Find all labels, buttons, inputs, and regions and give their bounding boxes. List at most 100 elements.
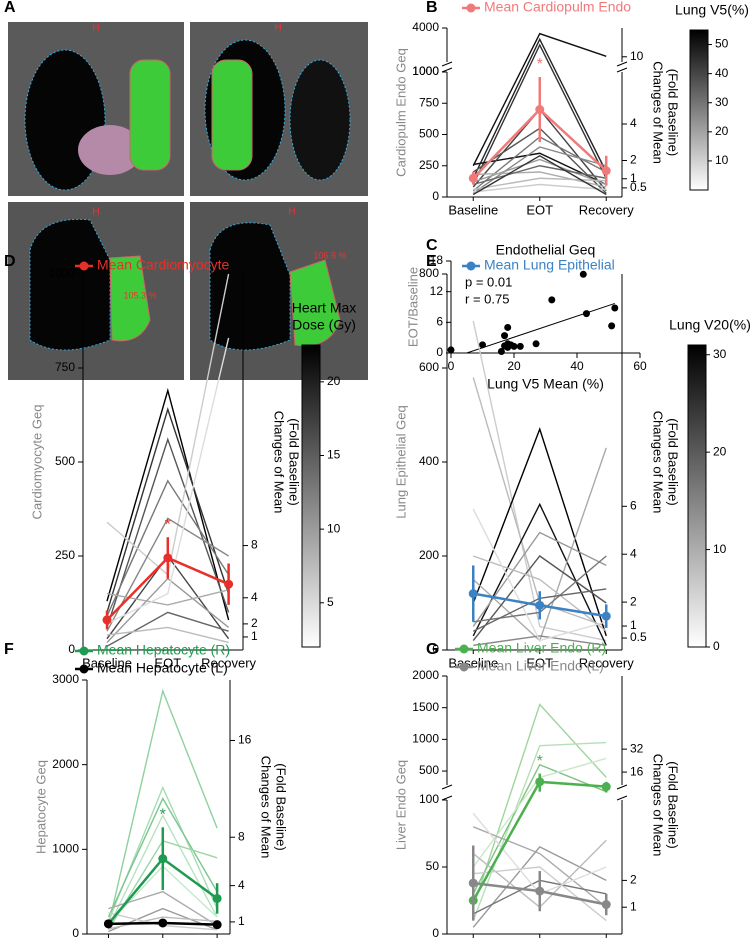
y-tick-label: 250 — [419, 158, 439, 172]
target — [109, 255, 151, 342]
y-tick-label: 12 — [430, 284, 444, 298]
individual-line — [472, 43, 607, 185]
y-tick-label: 1000 — [48, 266, 75, 280]
y-tick-label: 500 — [419, 127, 439, 141]
y-axis-label: Cardiopulm Endo Geq — [393, 48, 408, 177]
y-axis-label: Liver Endo Geq — [393, 760, 408, 850]
colorbar-tick-label: 20 — [715, 124, 729, 138]
y-tick-label: 1000 — [412, 64, 439, 78]
mean-point — [468, 589, 478, 599]
colorbar-tick-label: 10 — [713, 542, 727, 556]
legend-label: Mean Liver Endo (R) — [477, 640, 606, 656]
colorbar-label: Lung V20(%) — [669, 317, 750, 333]
y-tick-label: 400 — [419, 454, 439, 468]
individual-line — [106, 626, 229, 644]
axis-break — [441, 67, 453, 73]
individual-line — [472, 32, 607, 167]
individual-line — [106, 437, 230, 628]
colorbar-tick-label: 10 — [715, 153, 729, 167]
individual-line — [472, 846, 607, 928]
individual-line — [473, 635, 607, 646]
individual-line — [106, 611, 229, 647]
colorbar-tick-label: 30 — [715, 95, 729, 109]
individual-line — [106, 337, 230, 625]
individual-line — [472, 320, 607, 642]
y2-tick-label: 2 — [630, 873, 637, 887]
axis-break — [616, 61, 628, 67]
significance: * — [160, 807, 166, 824]
individual-line — [473, 555, 607, 632]
y-tick-label: 750 — [419, 95, 439, 109]
panel-letter: A — [4, 0, 16, 16]
image-label: H — [288, 207, 295, 218]
image-label: H — [92, 207, 99, 218]
legend-marker — [459, 662, 469, 672]
image-label: H — [92, 23, 99, 34]
colorbar-tick-label: 40 — [715, 66, 729, 80]
y2-tick-label: 4 — [630, 546, 637, 560]
individual-line — [107, 688, 218, 926]
x-tick-label: 40 — [570, 359, 584, 373]
y2-axis-label: (Fold Baseline) — [666, 761, 681, 848]
y-tick-label: 0 — [436, 345, 443, 359]
y-tick-label: 100 — [419, 792, 439, 806]
mean-point — [468, 878, 478, 888]
point — [608, 322, 616, 330]
point — [582, 310, 590, 318]
x-tick-label: EOT — [154, 655, 181, 670]
y-tick-label: 500 — [55, 454, 75, 468]
mean-point — [163, 553, 173, 563]
individual-line — [472, 37, 607, 179]
y-tick-label: 0 — [72, 926, 79, 939]
y2-tick-label: 8 — [251, 538, 258, 552]
individual-line — [106, 387, 230, 621]
point — [532, 340, 540, 348]
panel-letter: F — [4, 641, 14, 658]
y-tick-label: 2000 — [52, 757, 79, 771]
y2-tick-label: 4 — [251, 590, 258, 604]
colorbar — [689, 29, 709, 191]
mean-point — [601, 782, 611, 792]
point — [497, 347, 505, 355]
colorbar-label: Lung V5(%) — [675, 2, 749, 18]
point — [510, 342, 518, 350]
panel-letter: D — [4, 253, 16, 270]
individual-line — [473, 165, 607, 186]
y2-axis-label: Changes of Mean — [651, 754, 666, 857]
point — [548, 296, 556, 304]
legend-label: Mean Hepatocyte (R) — [97, 642, 230, 658]
point — [501, 332, 509, 340]
colorbar-label: Heart Max — [292, 300, 357, 316]
y2-tick-label: 1 — [630, 171, 637, 185]
point — [579, 270, 587, 278]
mean-point — [601, 166, 611, 176]
individual-line — [472, 502, 607, 646]
colorbar-tick-label: 0 — [713, 639, 720, 653]
colorbar-tick-label: 10 — [327, 521, 341, 535]
y2-axis-label: Changes of Mean — [259, 756, 274, 859]
colorbar-tick-label: 20 — [327, 374, 341, 388]
individual-line — [472, 531, 607, 627]
target — [289, 259, 341, 347]
axis-break — [441, 795, 453, 801]
y-tick-label: 1500 — [412, 700, 439, 714]
lung — [29, 218, 111, 351]
y2-tick-label: 16 — [238, 733, 252, 747]
colorbar-tick-label: 30 — [713, 347, 727, 361]
legend-marker — [466, 3, 476, 13]
point — [611, 304, 619, 312]
colorbar — [687, 344, 707, 648]
mean-point — [535, 886, 545, 896]
legend-marker — [466, 261, 476, 271]
point — [447, 346, 455, 354]
colorbar-tick-label: 20 — [713, 444, 727, 458]
y2-axis-label: (Fold Baseline) — [666, 418, 681, 505]
image-label: 106.6 % — [313, 250, 346, 260]
y-axis-label: Hepatocyte Geq — [33, 760, 48, 854]
mean-point — [535, 600, 545, 610]
axis-break — [616, 795, 628, 801]
mean-point — [212, 893, 222, 903]
y2-tick-label: 1 — [630, 899, 637, 913]
colorbar-tick-label: 15 — [327, 448, 341, 462]
